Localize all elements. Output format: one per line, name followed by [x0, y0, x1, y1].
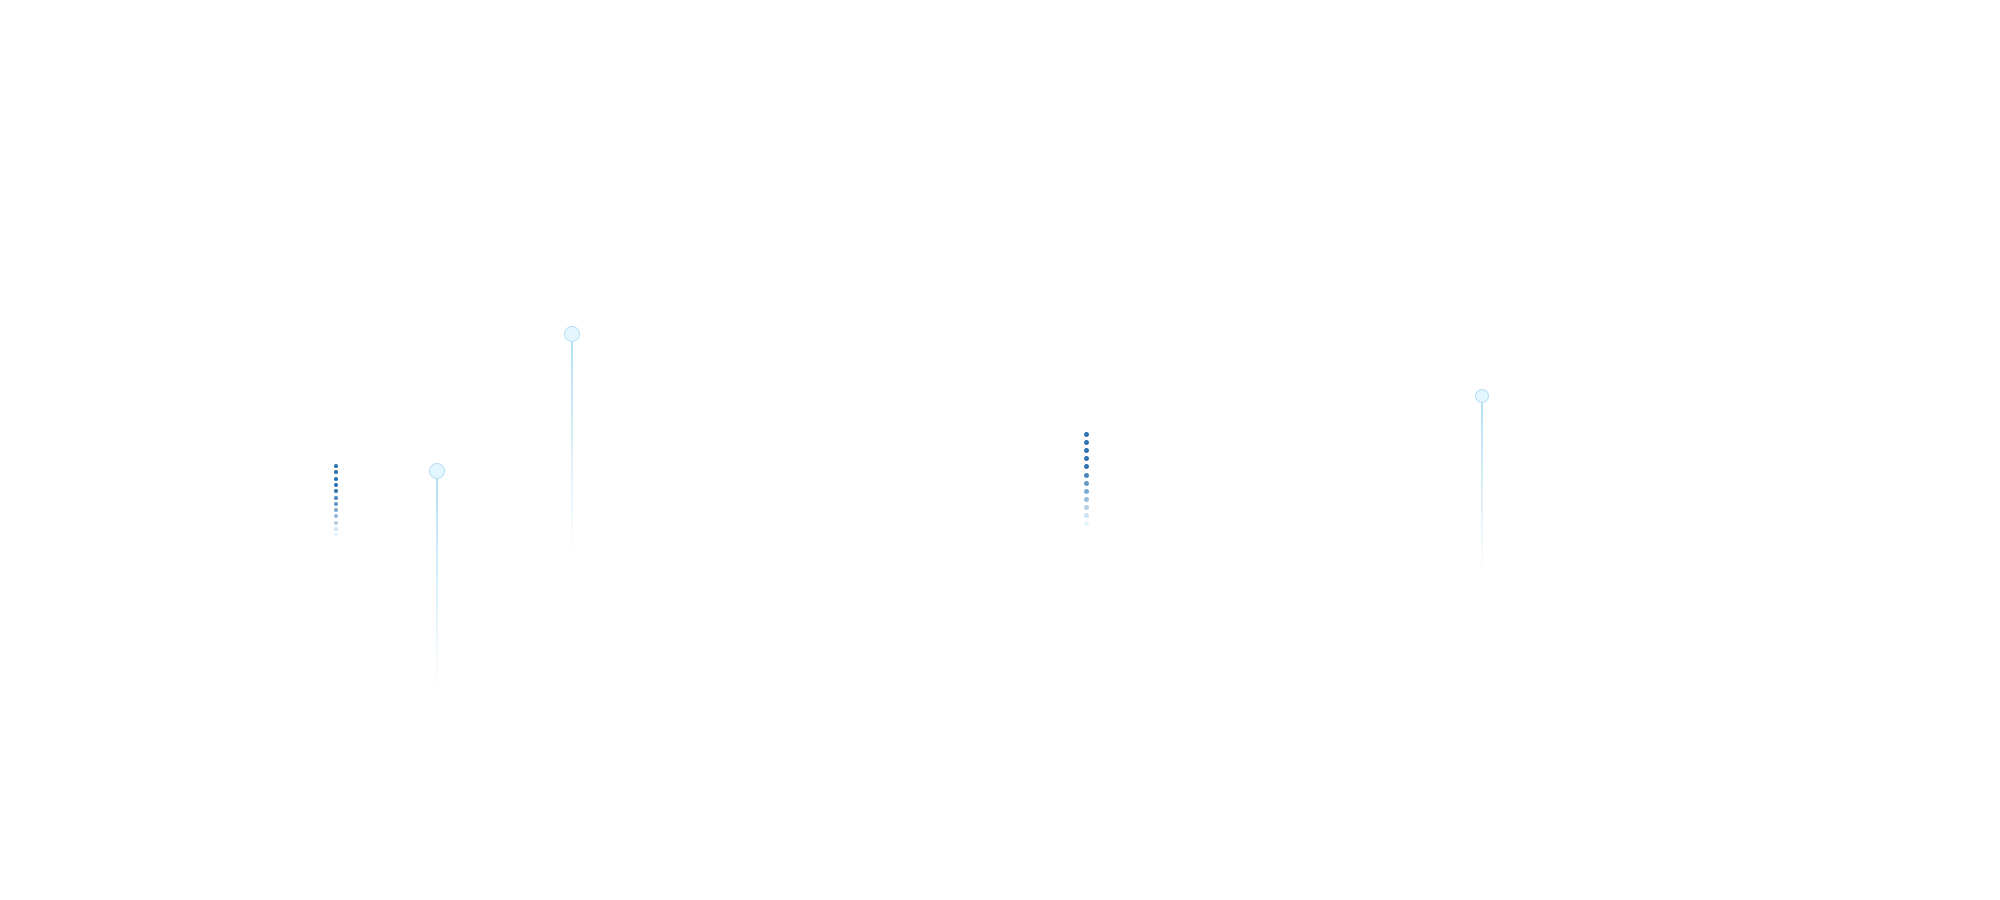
dot — [334, 501, 338, 506]
dot — [1084, 432, 1089, 437]
dot — [334, 520, 338, 525]
dot — [334, 464, 338, 468]
dot — [1084, 513, 1089, 518]
dot — [334, 489, 338, 494]
dot — [1084, 496, 1089, 502]
pin-stem — [436, 479, 438, 691]
pin-head — [564, 326, 580, 342]
dot — [1084, 480, 1089, 486]
dot — [334, 476, 338, 481]
dot — [334, 508, 338, 513]
dot — [334, 482, 338, 487]
dot — [334, 514, 338, 519]
dot — [334, 533, 338, 538]
dot — [334, 495, 338, 500]
dot — [1084, 464, 1089, 470]
pin-stem — [1481, 403, 1483, 575]
pin-head — [1475, 389, 1489, 403]
dot — [334, 527, 338, 531]
dot — [1084, 488, 1089, 494]
dot — [1084, 456, 1089, 462]
dot — [334, 470, 338, 475]
pin-head — [429, 463, 445, 479]
dot — [1084, 440, 1089, 446]
dot — [1084, 472, 1089, 478]
dot — [1084, 504, 1089, 510]
dot — [1084, 521, 1089, 527]
pin-stem — [571, 342, 573, 557]
dot — [1084, 448, 1089, 454]
